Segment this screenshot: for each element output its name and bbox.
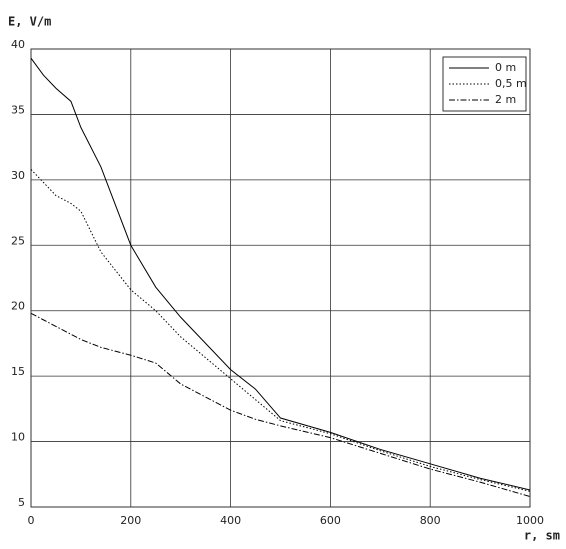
- y-tick-label: 30: [11, 169, 25, 182]
- x-tick-label: 200: [120, 514, 141, 527]
- y-tick-label: 10: [11, 431, 25, 444]
- data-line: [30, 169, 531, 492]
- x-tick-label: 800: [420, 514, 441, 527]
- y-tick-label: 15: [11, 365, 25, 378]
- data-line: [30, 312, 531, 498]
- y-tick-label: 20: [11, 300, 25, 313]
- x-tick-label: 0: [28, 514, 35, 527]
- y-tick-label: 35: [11, 103, 25, 116]
- plot-area: [30, 48, 531, 508]
- y-tick-label: 40: [11, 38, 25, 51]
- legend-label: 0 m: [495, 61, 516, 74]
- x-axis-title: r, sm: [524, 529, 560, 543]
- y-tick-label: 25: [11, 234, 25, 247]
- x-tick-label: 400: [220, 514, 241, 527]
- y-tick-label: 5: [18, 496, 25, 509]
- data-line: [30, 57, 531, 491]
- y-axis-title: E, V/m: [8, 15, 51, 29]
- legend-label: 0,5 m: [495, 77, 527, 90]
- x-tick-label: 600: [320, 514, 341, 527]
- legend-label: 2 m: [495, 93, 516, 106]
- x-tick-label: 1000: [516, 514, 544, 527]
